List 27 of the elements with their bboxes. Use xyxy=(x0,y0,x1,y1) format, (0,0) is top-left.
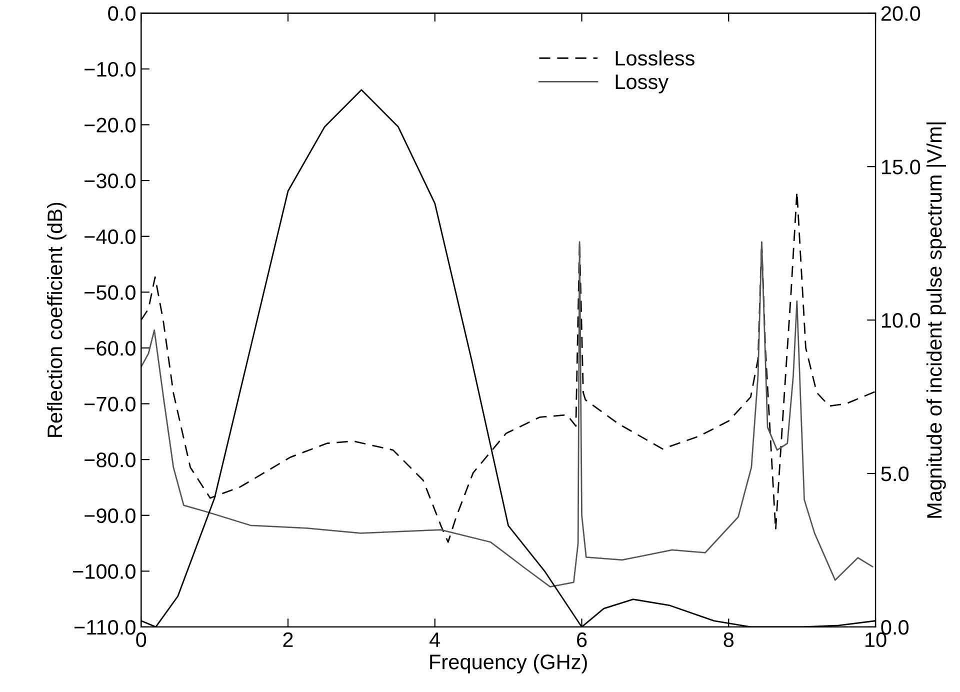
legend-label: Lossy xyxy=(616,74,669,94)
y2-tick-label: 15.0 xyxy=(882,160,920,174)
y-tick-label: −50.0 xyxy=(84,285,136,300)
y2-tick-label: 5.0 xyxy=(881,466,909,482)
x-tick-label: 2 xyxy=(283,632,293,647)
y-tick-label: −110.0 xyxy=(74,620,136,635)
x-tick-label: 0 xyxy=(136,632,146,648)
x-axis-title: Frequency (GHz) xyxy=(430,654,587,674)
y-tick-label: −60.0 xyxy=(84,340,136,356)
y2-axis-title: Magnitude of incident pulse spectrum |V/m| xyxy=(926,122,946,518)
y-axis-title: Reflection coefficient (dB) xyxy=(46,202,66,437)
legend-label: Lossless xyxy=(616,50,694,66)
x-tick-label: 4 xyxy=(430,632,440,647)
y2-tick-label: 10.0 xyxy=(882,313,920,328)
x-tick-label: 6 xyxy=(577,632,587,648)
x-tick-label: 8 xyxy=(724,632,734,648)
y-tick-label: 0.0 xyxy=(108,6,136,21)
y-tick-label: −20.0 xyxy=(84,118,136,133)
y-tick-label: −70.0 xyxy=(84,396,136,412)
y-tick-label: −30.0 xyxy=(84,174,136,188)
y-tick-label: −10.0 xyxy=(84,62,136,77)
y-tick-label: −100.0 xyxy=(72,564,136,579)
y-tick-label: −80.0 xyxy=(84,452,136,468)
y2-tick-label: 20.0 xyxy=(881,6,920,21)
y-tick-label: −90.0 xyxy=(84,508,136,524)
y-tick-label: −40.0 xyxy=(84,229,136,244)
line-series xyxy=(141,241,874,588)
